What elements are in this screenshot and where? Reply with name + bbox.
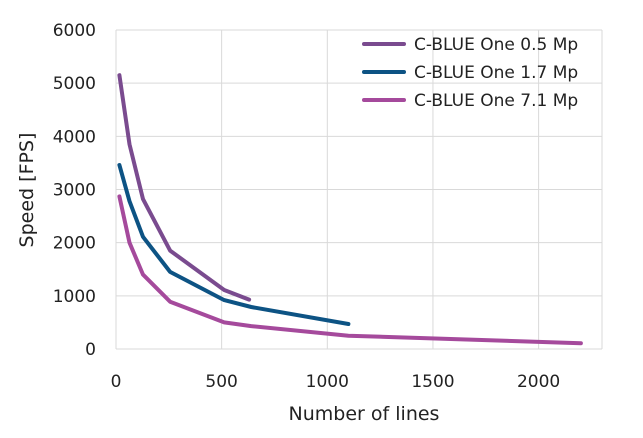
- y-tick-label: 2000: [53, 234, 96, 254]
- y-tick-label: 5000: [53, 74, 96, 94]
- legend-item-2: C-BLUE One 1.7 Mp: [362, 63, 578, 83]
- y-tick-label: 1000: [53, 287, 96, 307]
- y-tick-label: 3000: [53, 181, 96, 201]
- y-tick-label: 6000: [53, 21, 96, 41]
- legend-label: C-BLUE One 0.5 Mp: [414, 35, 578, 55]
- x-tick-label: 2000: [517, 372, 560, 392]
- series-line-3: [117, 194, 583, 346]
- x-tick-label: 0: [111, 372, 122, 392]
- series-line-1: [117, 73, 252, 302]
- grid: [115, 29, 603, 350]
- x-tick-label: 1500: [411, 372, 454, 392]
- legend-item-3: C-BLUE One 7.1 Mp: [362, 91, 578, 111]
- series-line-2: [117, 163, 351, 326]
- tick-labels: 0 1000 2000 3000 4000 5000 6000 0 500 1000 1500 200…: [53, 21, 561, 392]
- legend: C-BLUE One 0.5 Mp C-BLUE One 1.7 Mp C-BLUE…: [362, 35, 578, 111]
- legend-item-1: C-BLUE One 0.5 Mp: [362, 35, 578, 55]
- y-axis-title: Speed [FPS]: [16, 133, 38, 248]
- legend-label: C-BLUE One 1.7 Mp: [414, 63, 578, 83]
- series-lines: [117, 73, 583, 346]
- x-axis-title: Number of lines: [289, 403, 440, 425]
- legend-label: C-BLUE One 7.1 Mp: [414, 91, 578, 111]
- y-tick-label: 0: [85, 340, 96, 360]
- x-tick-label: 1000: [306, 372, 349, 392]
- x-tick-label: 500: [205, 372, 237, 392]
- y-tick-label: 4000: [53, 127, 96, 147]
